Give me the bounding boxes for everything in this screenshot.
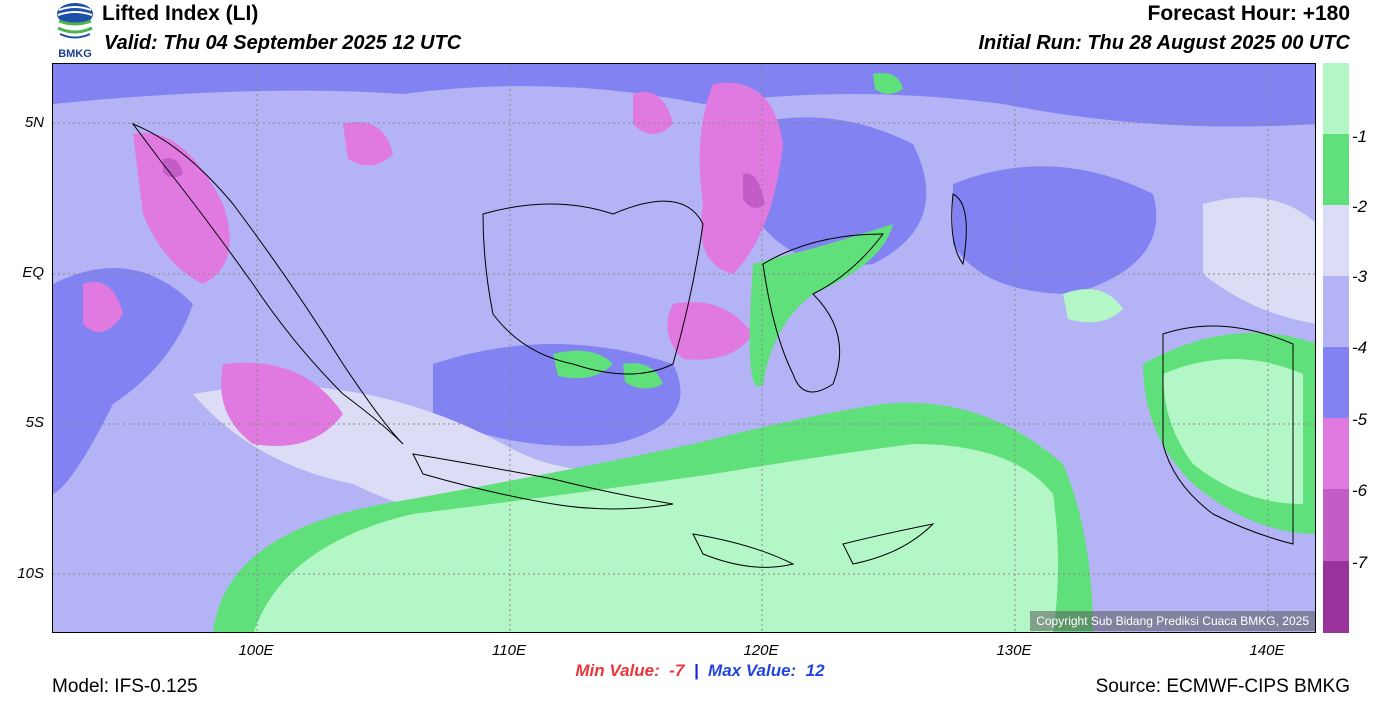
lon-label: 120E [743, 642, 779, 659]
max-value-label: Max Value: [708, 661, 797, 680]
data-source: Source: ECMWF-CIPS BMKG [1095, 676, 1350, 697]
chart-title: Lifted Index (LI) [102, 2, 259, 25]
svg-text:BMKG: BMKG [58, 48, 92, 60]
min-max-values: Min Value: -7 | Max Value: 12 [0, 661, 1400, 681]
separator: | [693, 661, 699, 680]
colorbar [1323, 63, 1349, 633]
colorbar-label: -1 [1352, 127, 1368, 146]
colorbar-label: -5 [1352, 410, 1368, 429]
lifted-index-map [52, 63, 1316, 633]
colorbar-label: -4 [1352, 338, 1368, 357]
colorbar-label: -2 [1352, 197, 1368, 216]
max-value: 12 [805, 661, 825, 680]
lat-label: 5N [24, 114, 44, 131]
lon-label: 130E [996, 642, 1032, 659]
copyright-notice: Copyright Sub Bidang Prediksi Cuaca BMKG… [1030, 611, 1315, 631]
initial-run: Initial Run: Thu 28 August 2025 00 UTC [978, 32, 1350, 54]
lon-label: 100E [238, 642, 274, 659]
lat-label: 5S [25, 414, 44, 431]
forecast-hour: Forecast Hour: +180 [1147, 2, 1351, 25]
lon-label: 140E [1249, 642, 1285, 659]
valid-time: Valid: Thu 04 September 2025 12 UTC [104, 32, 462, 54]
min-value-label: Min Value: [575, 661, 660, 680]
colorbar-label: -7 [1352, 553, 1368, 572]
lon-label: 110E [492, 642, 526, 659]
colorbar-label: -3 [1352, 267, 1368, 286]
min-value: -7 [669, 661, 685, 680]
lat-label: 10S [17, 565, 44, 582]
model-name: Model: IFS-0.125 [52, 676, 198, 697]
bmkg-logo: BMKG [50, 0, 100, 62]
colorbar-label: -6 [1352, 481, 1368, 500]
lat-label: EQ [22, 264, 44, 281]
